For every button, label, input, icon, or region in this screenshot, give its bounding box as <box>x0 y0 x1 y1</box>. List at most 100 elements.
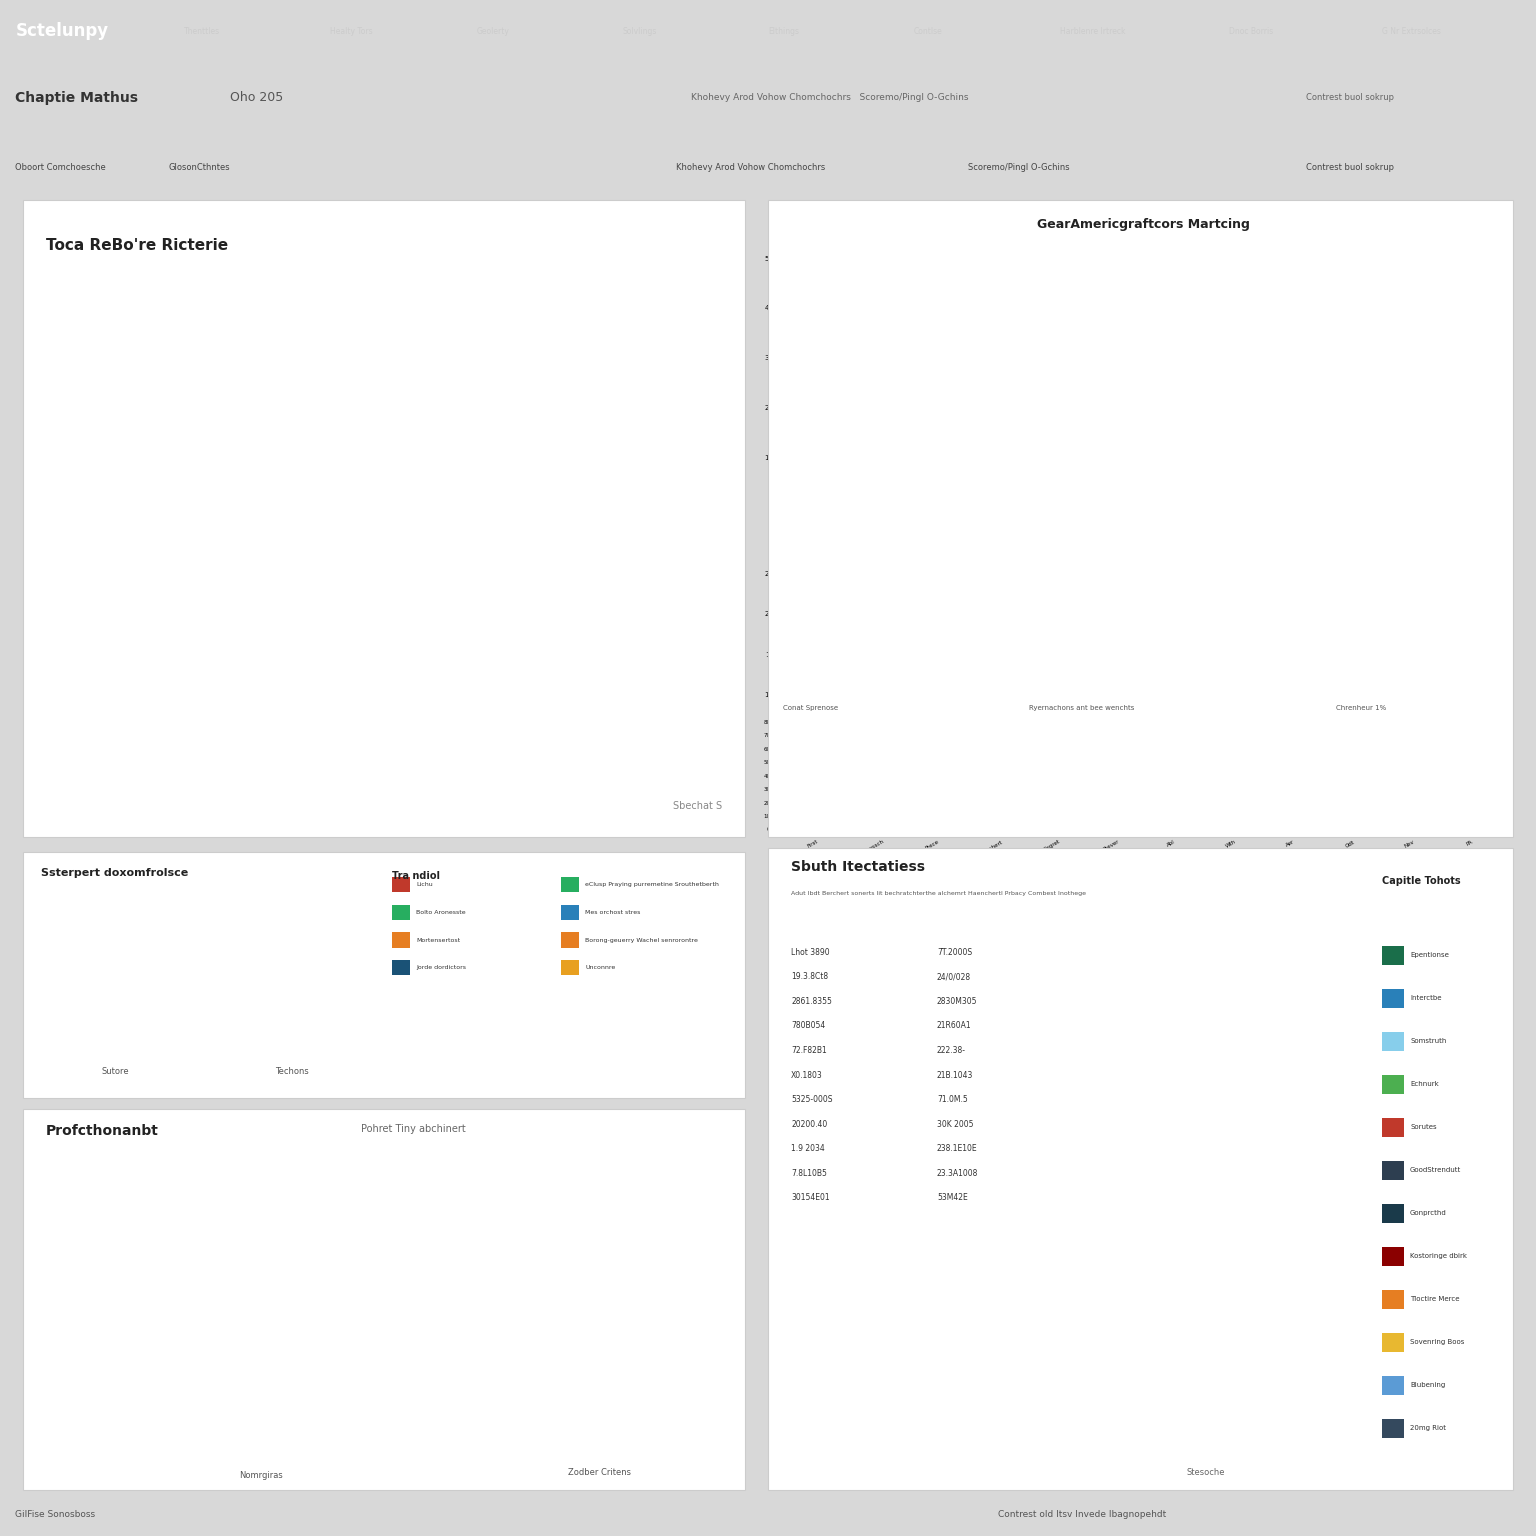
Text: Khohevy Arod Vohow Chomchochrs   Scoremo/Pingl O-Gchins: Khohevy Arod Vohow Chomchochrs Scoremo/P… <box>691 94 969 103</box>
Text: 71.0M.5: 71.0M.5 <box>937 1095 968 1104</box>
Wedge shape <box>1126 1236 1218 1346</box>
Wedge shape <box>292 975 347 1040</box>
Text: Nomrgiras: Nomrgiras <box>240 1470 283 1479</box>
Text: Oboort Comchoesche: Oboort Comchoesche <box>15 163 106 172</box>
Text: Lichu: Lichu <box>416 882 433 888</box>
Text: 53M42E: 53M42E <box>937 1193 968 1203</box>
Text: 72.F82B1: 72.F82B1 <box>791 1046 826 1055</box>
Text: Toca ReBo're Ricterie: Toca ReBo're Ricterie <box>46 238 229 253</box>
Wedge shape <box>253 1177 330 1298</box>
Wedge shape <box>384 361 496 564</box>
Text: Contrest buol sokrup: Contrest buol sokrup <box>1306 163 1393 172</box>
Text: Docs: Docs <box>77 1272 98 1281</box>
Text: Scoremo/Pingl O-Gchins: Scoremo/Pingl O-Gchins <box>968 163 1069 172</box>
Text: 7T.2000S: 7T.2000S <box>937 948 972 957</box>
Wedge shape <box>1218 1236 1336 1279</box>
Wedge shape <box>1362 432 1436 525</box>
Text: Sutore: Sutore <box>101 1066 129 1075</box>
Bar <box>914 482 951 507</box>
Bar <box>1192 527 1229 714</box>
Text: Pohret Tiny abchinert: Pohret Tiny abchinert <box>361 1124 465 1135</box>
Text: Conat Sprenose: Conat Sprenose <box>783 705 839 711</box>
Wedge shape <box>1218 1236 1289 1352</box>
Wedge shape <box>143 1298 253 1419</box>
Wedge shape <box>1359 525 1418 621</box>
Wedge shape <box>115 938 169 991</box>
Text: 20200.40: 20200.40 <box>791 1120 828 1129</box>
Text: GearAmericgraftcors Martcing: GearAmericgraftcors Martcing <box>1037 218 1250 230</box>
Wedge shape <box>60 935 134 1021</box>
Bar <box>1060 269 1097 335</box>
Wedge shape <box>1327 525 1379 619</box>
Bar <box>974 258 1011 507</box>
Wedge shape <box>349 358 413 564</box>
Text: Zodber Critens: Zodber Critens <box>567 1467 631 1476</box>
Bar <box>550 1253 641 1436</box>
Text: Sbuth Itectatiess: Sbuth Itectatiess <box>791 860 925 874</box>
Bar <box>1192 313 1229 393</box>
Text: Epentionse: Epentionse <box>1410 952 1448 958</box>
Wedge shape <box>1167 1236 1249 1356</box>
Text: 24/0/028: 24/0/028 <box>937 972 971 982</box>
Text: Contlse: Contlse <box>914 26 943 35</box>
Bar <box>914 637 951 776</box>
Wedge shape <box>132 1298 253 1352</box>
Text: 2830M305: 2830M305 <box>937 997 977 1006</box>
Text: Blubening: Blubening <box>1410 1382 1445 1389</box>
X-axis label: Reongpin: Reongpin <box>886 808 919 813</box>
Bar <box>1192 393 1229 527</box>
Text: eClusp Praying purremetine Srouthetberth: eClusp Praying purremetine Srouthetberth <box>585 882 719 888</box>
Text: 30K 2005: 30K 2005 <box>937 1120 974 1129</box>
Wedge shape <box>103 991 131 1046</box>
Text: Geolerty: Geolerty <box>476 26 508 35</box>
Wedge shape <box>355 528 590 770</box>
Wedge shape <box>1140 1117 1238 1236</box>
Text: 21R60A1: 21R60A1 <box>937 1021 972 1031</box>
Text: Echnurk: Echnurk <box>1410 1081 1439 1087</box>
Text: Contrest old Itsv Invede Ibagnopehdt: Contrest old Itsv Invede Ibagnopehdt <box>998 1510 1167 1519</box>
Wedge shape <box>237 982 292 1040</box>
Text: Ssterpert doxomfrolsce: Ssterpert doxomfrolsce <box>41 868 189 879</box>
Text: Dobisi: Dobisi <box>387 1266 415 1275</box>
Wedge shape <box>131 1175 275 1315</box>
Text: Mes orchost stres: Mes orchost stres <box>585 909 641 915</box>
Text: 780B054: 780B054 <box>791 1021 825 1031</box>
Bar <box>1126 389 1163 513</box>
Text: Mortensertost: Mortensertost <box>416 937 461 943</box>
Text: 1.9 2034: 1.9 2034 <box>791 1144 825 1154</box>
Wedge shape <box>1218 1190 1336 1250</box>
Bar <box>1126 313 1163 389</box>
Bar <box>1126 513 1163 714</box>
Wedge shape <box>1098 1201 1218 1315</box>
Bar <box>854 475 891 507</box>
Wedge shape <box>178 510 384 684</box>
Text: Sovenring Boos: Sovenring Boos <box>1410 1339 1464 1346</box>
Text: 5325-000S: 5325-000S <box>791 1095 833 1104</box>
Wedge shape <box>115 975 170 1044</box>
Bar <box>974 565 1011 776</box>
Text: 2861.8355: 2861.8355 <box>791 997 833 1006</box>
Wedge shape <box>384 392 587 564</box>
Text: Stesoche: Stesoche <box>1186 1467 1226 1476</box>
Text: Reabpert rctherns: Reabpert rctherns <box>783 527 865 536</box>
Text: Interctbe: Interctbe <box>1410 995 1442 1001</box>
Wedge shape <box>1218 1236 1329 1332</box>
Text: Khohevy Arod Vohow Chomchochrs: Khohevy Arod Vohow Chomchochrs <box>676 163 825 172</box>
Text: Capitle Tohots: Capitle Tohots <box>1382 876 1461 886</box>
Wedge shape <box>1103 1146 1218 1236</box>
Bar <box>1060 335 1097 468</box>
Text: Unconnre: Unconnre <box>585 965 616 971</box>
Text: 32.4%: 32.4% <box>573 1207 617 1221</box>
Wedge shape <box>69 991 115 1044</box>
Text: GlosonCthntes: GlosonCthntes <box>169 163 230 172</box>
Text: Healty Tors: Healty Tors <box>330 26 373 35</box>
Text: Chrenheur 1%: Chrenheur 1% <box>1336 705 1387 711</box>
Wedge shape <box>1379 450 1473 613</box>
Text: Wnchess: Wnchess <box>1359 645 1398 654</box>
Text: Sorutes: Sorutes <box>1410 1124 1436 1130</box>
Wedge shape <box>217 564 384 768</box>
Text: Borong-geuerry Wachel senrorontre: Borong-geuerry Wachel senrorontre <box>585 937 697 943</box>
Text: Solvlings: Solvlings <box>622 26 656 35</box>
Text: Thenttles: Thenttles <box>184 26 221 35</box>
Text: Kostoringe dbirk: Kostoringe dbirk <box>1410 1253 1467 1260</box>
